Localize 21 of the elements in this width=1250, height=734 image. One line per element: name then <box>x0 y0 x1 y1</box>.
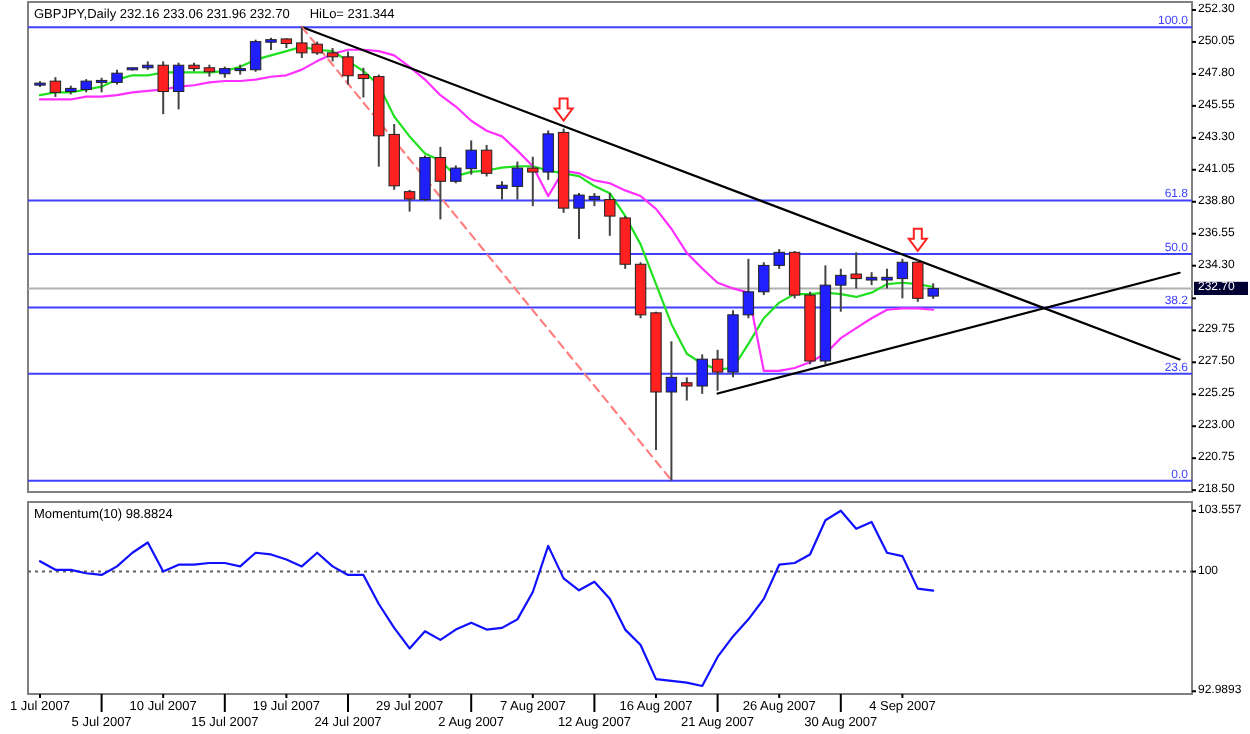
candlestick <box>665 340 678 482</box>
candlestick <box>342 50 354 86</box>
candlestick <box>573 192 585 241</box>
candlestick <box>511 160 524 201</box>
candlestick <box>496 180 508 201</box>
candlestick <box>249 38 262 73</box>
candlestick <box>619 215 631 270</box>
candlestick <box>403 188 416 213</box>
candlestick <box>419 154 431 203</box>
candlestick <box>711 348 724 392</box>
candlestick <box>480 143 493 178</box>
candlestick <box>172 61 185 111</box>
candlestick <box>49 76 62 98</box>
candlestick <box>896 257 909 300</box>
line-series <box>38 509 935 688</box>
candlestick <box>357 66 370 99</box>
candlestick <box>742 257 755 320</box>
candlestick <box>604 192 616 237</box>
candlestick <box>788 250 801 300</box>
candlestick <box>881 267 893 290</box>
candlestick <box>434 145 447 221</box>
